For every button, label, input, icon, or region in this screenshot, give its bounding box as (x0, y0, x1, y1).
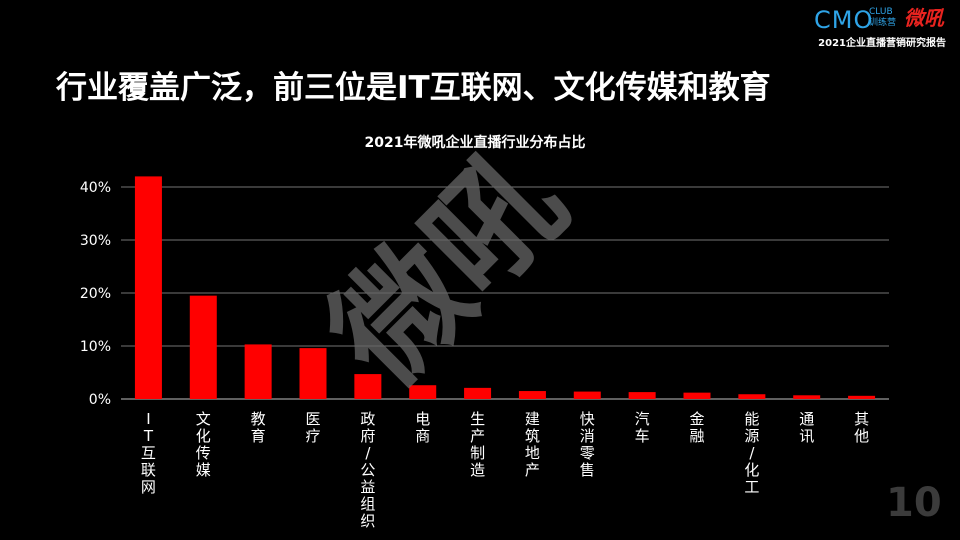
x-tick-label: I T 互联网 (141, 410, 156, 496)
bar (848, 395, 876, 399)
x-tick-label: 金融 (689, 410, 704, 445)
bar (409, 385, 437, 399)
bar (628, 392, 656, 399)
cmo-logo: CMO (814, 6, 874, 34)
x-tick-label: 快消零售 (580, 410, 595, 479)
y-tick-label: 30% (80, 233, 111, 249)
bar (244, 344, 272, 399)
x-tick-label: 医疗 (305, 410, 320, 445)
club-logo-text: CLUB (869, 7, 893, 17)
x-tick-label: 建筑地产 (525, 410, 540, 479)
y-tick-label: 40% (80, 180, 111, 196)
weihou-logo: 微吼 (904, 6, 944, 30)
x-tick-label: 文化传媒 (196, 410, 211, 479)
bar (573, 391, 601, 399)
y-tick-label: 0% (89, 392, 111, 408)
slide-title: 行业覆盖广泛，前三位是IT互联网、文化传媒和教育 (56, 70, 771, 106)
bar (518, 391, 546, 399)
chart-title: 2021年微吼企业直播行业分布占比 (365, 134, 586, 151)
x-tick-label: 通讯 (799, 410, 814, 445)
bar (354, 374, 382, 399)
bar (683, 392, 711, 399)
page-number: 10 (886, 480, 942, 526)
x-tick-label: 教育 (251, 410, 266, 445)
x-tick-label: 生产制造 (470, 410, 485, 479)
bar (738, 394, 766, 399)
bar (299, 348, 327, 399)
x-tick-label: 其他 (854, 410, 869, 445)
x-tick-label: 汽车 (635, 410, 650, 445)
bar (464, 387, 492, 399)
bar (189, 295, 217, 399)
watermark-text: 微吼 (301, 122, 594, 415)
y-tick-label: 20% (80, 286, 111, 302)
bar (793, 395, 821, 399)
x-tick-label: 政府/公益组织 (360, 410, 375, 530)
y-tick-label: 10% (80, 339, 111, 355)
bar (134, 176, 162, 399)
x-tick-label: 电商 (415, 410, 430, 445)
x-tick-label: 能源/化工 (744, 410, 759, 496)
club-logo-subtext: 训练营 (869, 18, 897, 28)
report-tag: 2021企业直播营销研究报告 (818, 38, 946, 49)
